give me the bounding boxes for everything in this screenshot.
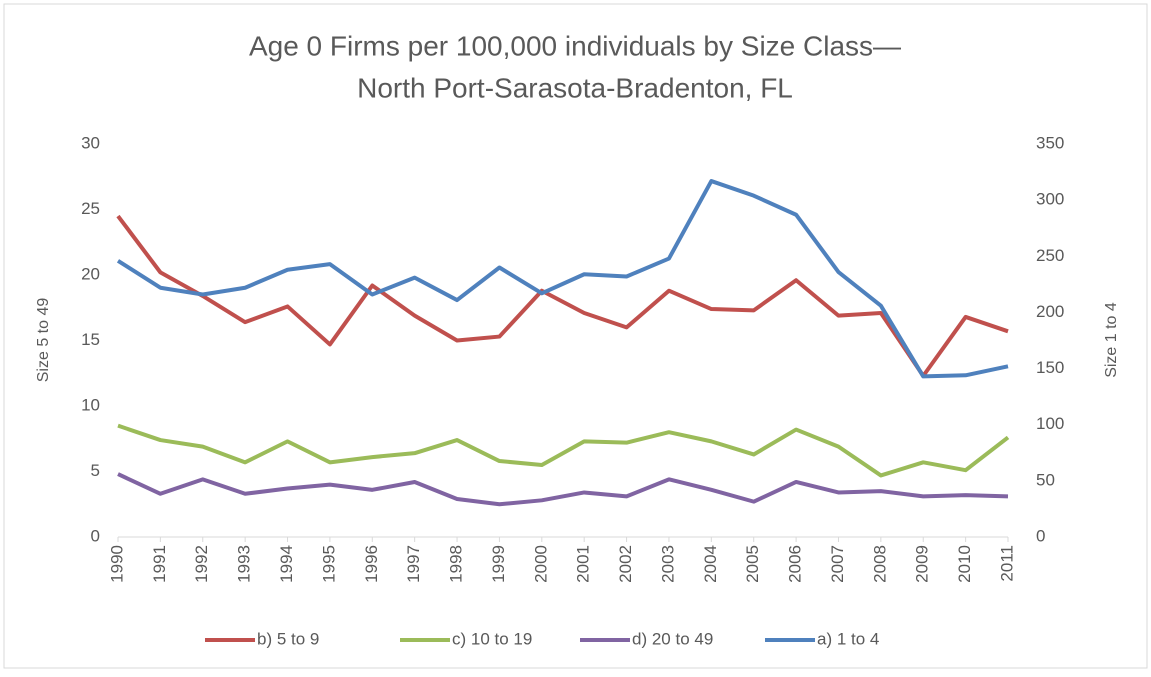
x-tick-label: 1999 — [489, 545, 508, 583]
chart-border — [3, 3, 1148, 669]
x-tick-label: 2009 — [913, 545, 932, 583]
series-line — [117, 472, 1009, 507]
y2-tick-label: 200 — [1036, 302, 1064, 321]
x-tick-label: 2004 — [701, 545, 720, 583]
x-tick-label: 2007 — [828, 545, 847, 583]
series-line — [117, 423, 1010, 478]
x-tick-label: 2002 — [616, 545, 635, 583]
chart-subtitle: North Port-Sarasota-Bradenton, FL — [357, 72, 793, 103]
x-tick-label: 1992 — [192, 545, 211, 583]
x-tick-label: 2010 — [955, 545, 974, 583]
y2-axis-title: Size 1 to 4 — [1103, 302, 1120, 378]
legend-label: a) 1 to 4 — [817, 629, 879, 648]
x-tick-label: 1991 — [150, 545, 169, 583]
x-tick-label: 1995 — [319, 545, 338, 583]
x-tick-label: 2001 — [574, 545, 593, 583]
y-tick-label: 10 — [81, 395, 100, 414]
x-tick-label: 2003 — [658, 545, 677, 583]
y-tick-label: 25 — [81, 199, 100, 218]
y2-tick-label: 50 — [1036, 470, 1055, 489]
x-tick-label: 1997 — [404, 545, 423, 583]
y-tick-label: 0 — [91, 526, 100, 545]
y2-tick-label: 0 — [1036, 526, 1045, 545]
y2-tick-label: 350 — [1036, 133, 1064, 152]
x-tick-label: 1996 — [362, 545, 381, 583]
series-line — [116, 179, 1009, 379]
x-tick-label: 1994 — [277, 545, 296, 583]
legend-label: b) 5 to 9 — [257, 629, 319, 648]
x-tick-label: 1998 — [447, 545, 466, 583]
x-tick-label: 2000 — [531, 545, 550, 583]
x-tick-label: 2006 — [786, 545, 805, 583]
x-tick-label: 2008 — [870, 545, 889, 583]
y2-tick-label: 250 — [1036, 246, 1064, 265]
y-tick-label: 20 — [81, 264, 100, 283]
x-tick-label: 1993 — [235, 545, 254, 583]
x-tick-label: 1990 — [107, 545, 126, 583]
chart-title: Age 0 Firms per 100,000 individuals by S… — [249, 30, 901, 61]
y2-tick-label: 100 — [1036, 414, 1064, 433]
series-line — [116, 214, 1009, 378]
y-tick-label: 5 — [91, 461, 100, 480]
legend-label: d) 20 to 49 — [632, 629, 713, 648]
x-tick-label: 2011 — [997, 545, 1016, 582]
y2-tick-label: 300 — [1036, 190, 1064, 209]
y-axis-title: Size 5 to 49 — [35, 298, 52, 383]
y-tick-label: 15 — [81, 330, 100, 349]
x-tick-label: 2005 — [743, 545, 762, 583]
legend-label: c) 10 to 19 — [452, 629, 532, 648]
y-tick-label: 30 — [81, 133, 100, 152]
y2-tick-label: 150 — [1036, 358, 1064, 377]
